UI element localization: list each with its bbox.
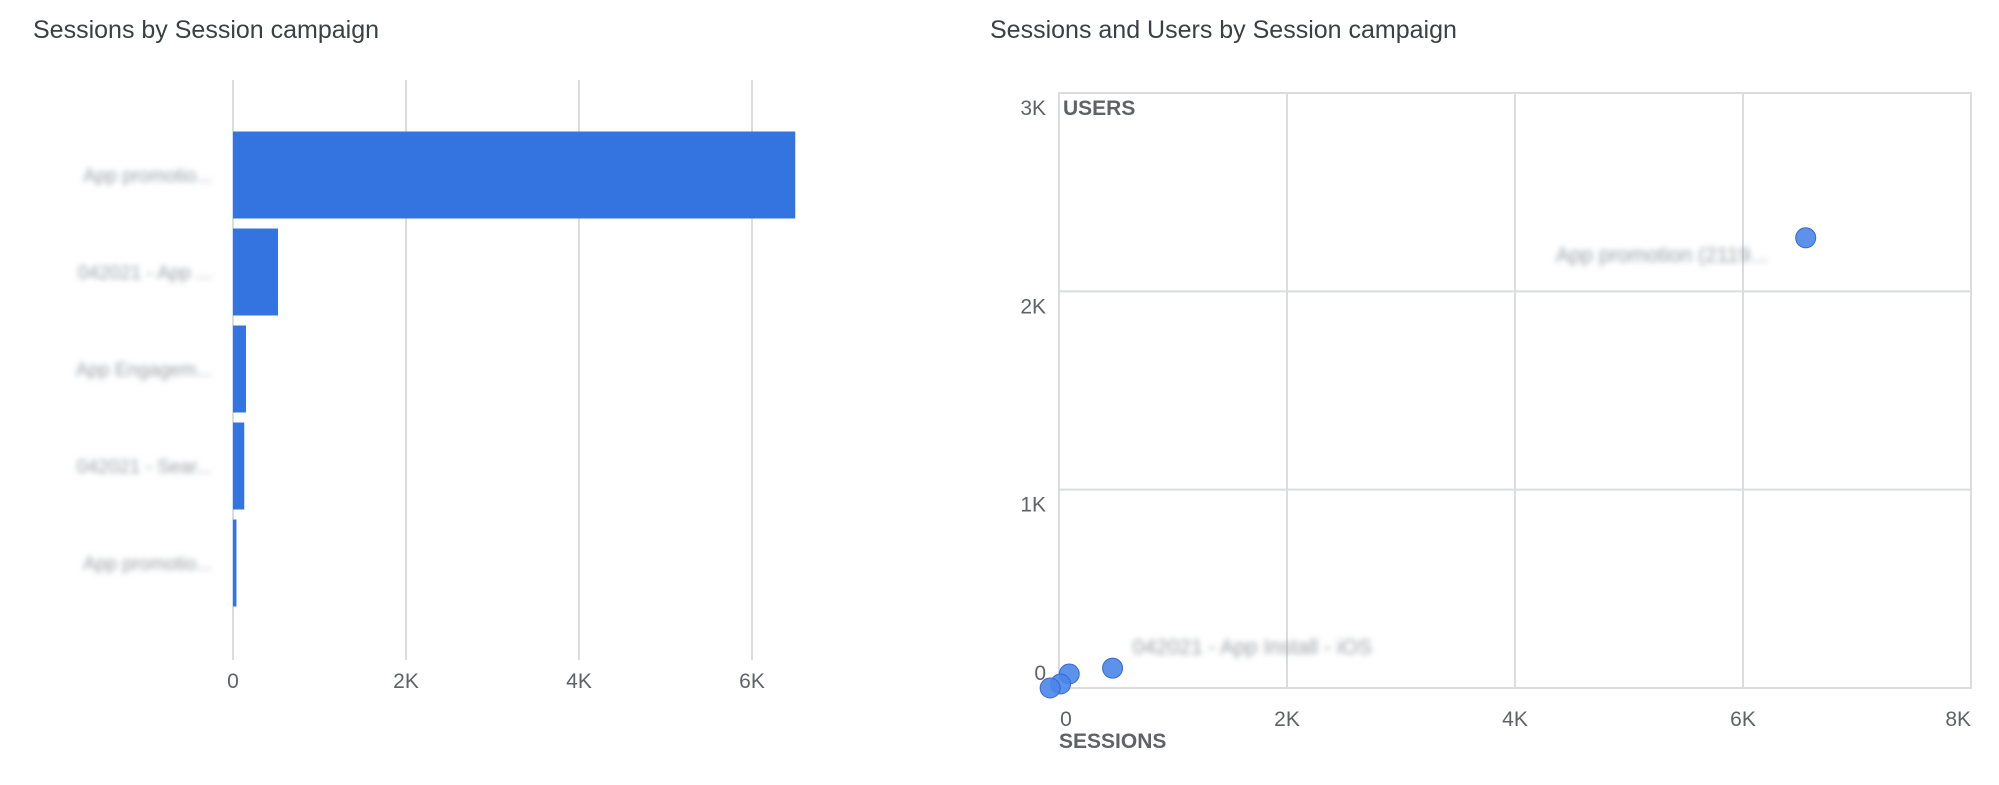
bar (233, 131, 796, 219)
scatter-chart-y-tick-labels: 0 1K 2K 3K (1020, 97, 1046, 685)
scatter-point (1102, 657, 1124, 679)
bar-category-label: 042021 - Sear... (77, 457, 212, 478)
bar (233, 422, 245, 510)
scatter-x-tick-label: 2K (1274, 708, 1300, 731)
bar-chart-bars (233, 131, 796, 607)
scatter-chart-point-labels: App promotion (2119... 042021 - App Insta… (1133, 244, 1768, 659)
scatter-x-tick-label: 4K (1502, 708, 1528, 731)
bar-category-label: App Engagem... (76, 360, 212, 381)
scatter-y-tick-label: 0 (1034, 662, 1046, 685)
bar-chart-title: Sessions by Session campaign (33, 16, 379, 44)
scatter-x-tick-label: 6K (1730, 708, 1756, 731)
bar-x-tick-label: 6K (739, 670, 765, 693)
scatter-y-tick-label: 1K (1020, 494, 1046, 517)
scatter-y-tick-label: 3K (1020, 97, 1046, 120)
scatter-point (1039, 677, 1061, 699)
bar-chart-x-tick-labels: 0 2K 4K 6K (227, 670, 765, 693)
scatter-chart-x-tick-labels: 0 2K 4K 6K 8K (1060, 708, 1971, 731)
bar-x-tick-label: 0 (227, 670, 239, 693)
scatter-chart-gridlines (1059, 93, 1971, 688)
scatter-chart-x-axis-label: SESSIONS (1059, 730, 1166, 753)
bar-category-label: App promotio... (83, 166, 212, 187)
scatter-chart: Sessions and Users by Session campaign 0… (990, 16, 1972, 753)
bar-category-label: 042021 - App ... (78, 263, 212, 284)
scatter-chart-y-axis-label: USERS (1063, 97, 1135, 120)
bar-chart-category-labels: App promotio... 042021 - App ... App Engag… (76, 166, 212, 575)
bar-x-tick-label: 4K (566, 670, 592, 693)
scatter-chart-plot-frame (1058, 92, 1972, 689)
bar (233, 325, 246, 413)
scatter-x-tick-label: 0 (1060, 708, 1072, 731)
scatter-y-tick-label: 2K (1020, 295, 1046, 318)
scatter-x-tick-label: 8K (1945, 708, 1971, 731)
scatter-chart-points (1039, 227, 1817, 699)
bar-chart: Sessions by Session campaign App promoti… (33, 16, 796, 693)
scatter-point-label: 042021 - App Install - iOS (1133, 636, 1372, 659)
bar-x-tick-label: 2K (393, 670, 419, 693)
scatter-point-label: App promotion (2119... (1556, 244, 1768, 267)
scatter-chart-title: Sessions and Users by Session campaign (990, 16, 1457, 44)
scatter-point (1795, 227, 1817, 249)
bar (233, 519, 237, 607)
bar (233, 228, 278, 316)
bar-category-label: App promotio... (83, 554, 212, 575)
